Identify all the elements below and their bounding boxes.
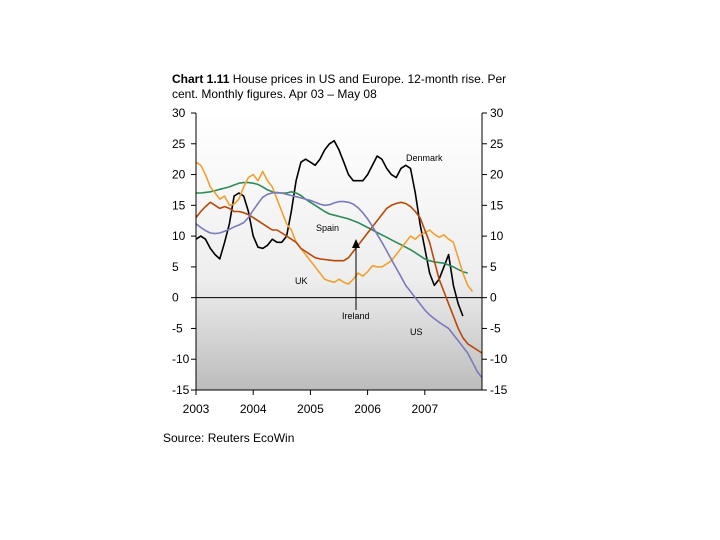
annotation-ireland: Ireland — [342, 311, 370, 321]
x-tick-label: 2006 — [354, 402, 381, 416]
y-tick-label-left: 25 — [172, 137, 186, 151]
chart-title: Chart 1.11 House prices in US and Europe… — [172, 72, 512, 102]
chart-title-number: Chart 1.11 — [172, 72, 230, 86]
y-tick-label-right: 20 — [490, 168, 504, 182]
series-line-ireland — [196, 201, 482, 354]
x-tick-label: 2005 — [297, 402, 324, 416]
chart-title-text: House prices in US and Europe. 12-month … — [172, 72, 507, 101]
annotation-us: US — [410, 327, 423, 337]
source-note: Source: Reuters EcoWin — [163, 431, 295, 445]
series-line-us — [196, 191, 482, 380]
y-tick-label-left: 5 — [172, 260, 179, 274]
annotation-spain: Spain — [316, 223, 339, 233]
y-tick-label-right: 30 — [490, 106, 504, 120]
y-tick-label-left: 0 — [172, 291, 179, 305]
series-line-spain — [196, 181, 468, 274]
plot-area-background — [196, 113, 482, 390]
x-tick-label: 2004 — [240, 402, 267, 416]
annotation-denmark: Denmark — [406, 153, 443, 163]
y-tick-label-left: 30 — [172, 106, 186, 120]
y-tick-label-left: -5 — [172, 321, 183, 335]
y-tick-label-left: 10 — [172, 229, 186, 243]
y-tick-label-right: 10 — [490, 229, 504, 243]
y-tick-label-left: -10 — [172, 352, 190, 366]
y-tick-label-left: -15 — [172, 383, 190, 397]
y-tick-label-right: 15 — [490, 198, 504, 212]
x-tick-label: 2003 — [183, 402, 210, 416]
x-tick-label: 2007 — [411, 402, 438, 416]
y-tick-label-left: 20 — [172, 168, 186, 182]
annotation-ireland-arrow-head — [352, 239, 360, 248]
y-tick-label-right: -15 — [490, 383, 508, 397]
annotation-uk: UK — [295, 276, 308, 286]
y-tick-label-right: 0 — [490, 291, 497, 305]
y-tick-label-right: 25 — [490, 137, 504, 151]
y-tick-label-left: 15 — [172, 198, 186, 212]
y-tick-label-right: -10 — [490, 352, 508, 366]
y-tick-label-right: 5 — [490, 260, 497, 274]
y-tick-label-right: -5 — [490, 321, 501, 335]
